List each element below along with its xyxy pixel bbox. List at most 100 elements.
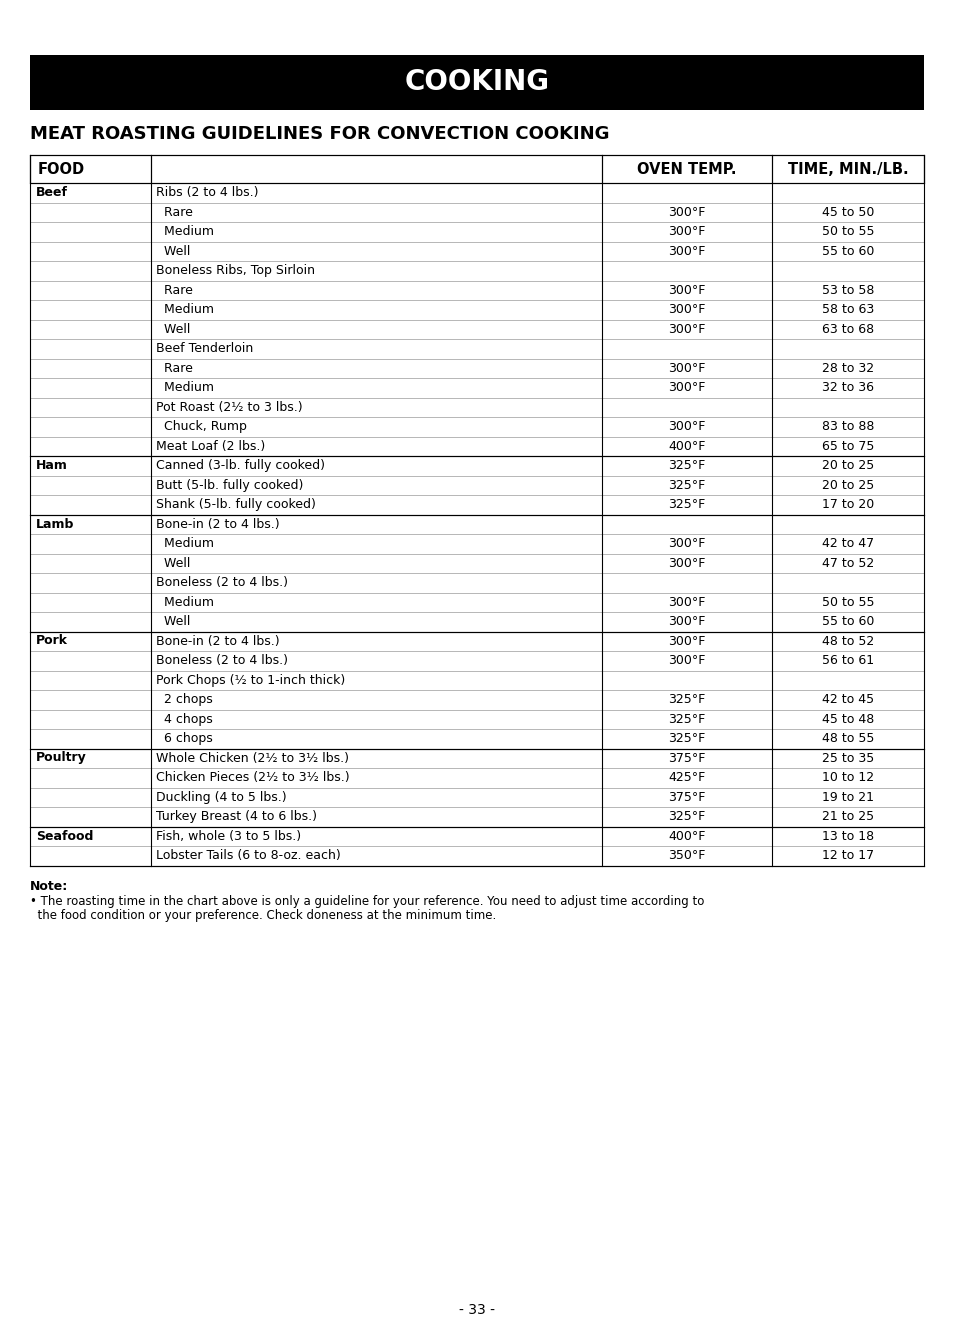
Text: 48 to 52: 48 to 52 bbox=[821, 635, 873, 648]
Text: Medium: Medium bbox=[155, 381, 213, 395]
Text: - 33 -: - 33 - bbox=[458, 1303, 495, 1317]
Text: 300°F: 300°F bbox=[668, 420, 705, 433]
Text: 375°F: 375°F bbox=[668, 752, 705, 765]
Text: 56 to 61: 56 to 61 bbox=[821, 655, 873, 667]
Text: Pork: Pork bbox=[36, 635, 68, 647]
Text: 325°F: 325°F bbox=[668, 713, 705, 726]
Text: 325°F: 325°F bbox=[668, 733, 705, 745]
Text: Fish, whole (3 to 5 lbs.): Fish, whole (3 to 5 lbs.) bbox=[155, 829, 300, 843]
Text: Boneless (2 to 4 lbs.): Boneless (2 to 4 lbs.) bbox=[155, 655, 288, 667]
Text: Well: Well bbox=[155, 244, 190, 258]
Text: 58 to 63: 58 to 63 bbox=[821, 303, 873, 317]
Text: MEAT ROASTING GUIDELINES FOR CONVECTION COOKING: MEAT ROASTING GUIDELINES FOR CONVECTION … bbox=[30, 125, 609, 144]
Text: 20 to 25: 20 to 25 bbox=[821, 479, 873, 491]
Text: Meat Loaf (2 lbs.): Meat Loaf (2 lbs.) bbox=[155, 440, 265, 452]
Text: Lamb: Lamb bbox=[36, 518, 74, 530]
Text: Pork Chops (½ to 1-inch thick): Pork Chops (½ to 1-inch thick) bbox=[155, 674, 345, 687]
Text: 55 to 60: 55 to 60 bbox=[821, 615, 873, 628]
Text: 325°F: 325°F bbox=[668, 811, 705, 823]
Text: 42 to 47: 42 to 47 bbox=[821, 537, 873, 550]
Text: Medium: Medium bbox=[155, 596, 213, 609]
Text: Well: Well bbox=[155, 322, 190, 336]
Text: Beef Tenderloin: Beef Tenderloin bbox=[155, 342, 253, 356]
Text: Chicken Pieces (2½ to 3½ lbs.): Chicken Pieces (2½ to 3½ lbs.) bbox=[155, 772, 349, 784]
Text: 48 to 55: 48 to 55 bbox=[821, 733, 873, 745]
Text: 325°F: 325°F bbox=[668, 498, 705, 511]
Text: 83 to 88: 83 to 88 bbox=[821, 420, 873, 433]
Text: 300°F: 300°F bbox=[668, 322, 705, 336]
Text: 19 to 21: 19 to 21 bbox=[821, 790, 873, 804]
Text: TIME, MIN./LB.: TIME, MIN./LB. bbox=[787, 161, 907, 177]
Text: Pot Roast (2½ to 3 lbs.): Pot Roast (2½ to 3 lbs.) bbox=[155, 401, 302, 413]
Text: Butt (5-lb. fully cooked): Butt (5-lb. fully cooked) bbox=[155, 479, 303, 491]
Text: 10 to 12: 10 to 12 bbox=[821, 772, 873, 784]
Text: OVEN TEMP.: OVEN TEMP. bbox=[637, 161, 736, 177]
Text: Whole Chicken (2½ to 3½ lbs.): Whole Chicken (2½ to 3½ lbs.) bbox=[155, 752, 349, 765]
Text: Shank (5-lb. fully cooked): Shank (5-lb. fully cooked) bbox=[155, 498, 315, 511]
Text: 300°F: 300°F bbox=[668, 596, 705, 609]
Text: Medium: Medium bbox=[155, 225, 213, 239]
Text: 55 to 60: 55 to 60 bbox=[821, 244, 873, 258]
Text: FOOD: FOOD bbox=[38, 161, 85, 177]
Text: 20 to 25: 20 to 25 bbox=[821, 459, 873, 472]
Text: 325°F: 325°F bbox=[668, 459, 705, 472]
Text: Boneless (2 to 4 lbs.): Boneless (2 to 4 lbs.) bbox=[155, 576, 288, 589]
Text: Medium: Medium bbox=[155, 537, 213, 550]
Bar bbox=[30, 154, 923, 183]
Text: 400°F: 400°F bbox=[668, 829, 705, 843]
Text: 2 chops: 2 chops bbox=[155, 694, 213, 706]
Text: 300°F: 300°F bbox=[668, 244, 705, 258]
Text: • The roasting time in the chart above is only a guideline for your reference. Y: • The roasting time in the chart above i… bbox=[30, 895, 703, 909]
Text: 300°F: 300°F bbox=[668, 557, 705, 570]
Text: 350°F: 350°F bbox=[668, 849, 705, 863]
Text: Ribs (2 to 4 lbs.): Ribs (2 to 4 lbs.) bbox=[155, 187, 258, 199]
Text: Turkey Breast (4 to 6 lbs.): Turkey Breast (4 to 6 lbs.) bbox=[155, 811, 316, 823]
Bar bbox=[30, 55, 923, 110]
Text: Well: Well bbox=[155, 557, 190, 570]
Text: COOKING: COOKING bbox=[404, 68, 549, 97]
Text: Well: Well bbox=[155, 615, 190, 628]
Text: Ham: Ham bbox=[36, 459, 68, 472]
Text: 6 chops: 6 chops bbox=[155, 733, 213, 745]
Text: 21 to 25: 21 to 25 bbox=[821, 811, 873, 823]
Text: 50 to 55: 50 to 55 bbox=[821, 225, 873, 239]
Text: 300°F: 300°F bbox=[668, 615, 705, 628]
Text: 32 to 36: 32 to 36 bbox=[821, 381, 873, 395]
Text: Rare: Rare bbox=[155, 283, 193, 297]
Text: 53 to 58: 53 to 58 bbox=[821, 283, 873, 297]
Text: the food condition or your preference. Check doneness at the minimum time.: the food condition or your preference. C… bbox=[30, 910, 496, 922]
Text: 400°F: 400°F bbox=[668, 440, 705, 452]
Text: Boneless Ribs, Top Sirloin: Boneless Ribs, Top Sirloin bbox=[155, 264, 314, 278]
Text: 325°F: 325°F bbox=[668, 694, 705, 706]
Text: Bone-in (2 to 4 lbs.): Bone-in (2 to 4 lbs.) bbox=[155, 635, 279, 648]
Text: 300°F: 300°F bbox=[668, 381, 705, 395]
Text: Lobster Tails (6 to 8-oz. each): Lobster Tails (6 to 8-oz. each) bbox=[155, 849, 340, 863]
Text: Beef: Beef bbox=[36, 187, 68, 199]
Text: 300°F: 300°F bbox=[668, 205, 705, 219]
Text: 300°F: 300°F bbox=[668, 362, 705, 374]
Text: 47 to 52: 47 to 52 bbox=[821, 557, 873, 570]
Text: Rare: Rare bbox=[155, 205, 193, 219]
Text: 45 to 50: 45 to 50 bbox=[821, 205, 873, 219]
Text: 300°F: 300°F bbox=[668, 303, 705, 317]
Text: Rare: Rare bbox=[155, 362, 193, 374]
Text: 42 to 45: 42 to 45 bbox=[821, 694, 873, 706]
Text: 325°F: 325°F bbox=[668, 479, 705, 491]
Text: Duckling (4 to 5 lbs.): Duckling (4 to 5 lbs.) bbox=[155, 790, 286, 804]
Text: 65 to 75: 65 to 75 bbox=[821, 440, 873, 452]
Text: 300°F: 300°F bbox=[668, 283, 705, 297]
Text: 28 to 32: 28 to 32 bbox=[821, 362, 873, 374]
Text: Canned (3-lb. fully cooked): Canned (3-lb. fully cooked) bbox=[155, 459, 324, 472]
Text: 300°F: 300°F bbox=[668, 537, 705, 550]
Text: 13 to 18: 13 to 18 bbox=[821, 829, 873, 843]
Text: 25 to 35: 25 to 35 bbox=[821, 752, 873, 765]
Text: 4 chops: 4 chops bbox=[155, 713, 213, 726]
Text: 17 to 20: 17 to 20 bbox=[821, 498, 873, 511]
Text: Poultry: Poultry bbox=[36, 752, 87, 765]
Text: 300°F: 300°F bbox=[668, 635, 705, 648]
Text: 300°F: 300°F bbox=[668, 655, 705, 667]
Text: 375°F: 375°F bbox=[668, 790, 705, 804]
Text: 425°F: 425°F bbox=[668, 772, 705, 784]
Text: 300°F: 300°F bbox=[668, 225, 705, 239]
Text: 63 to 68: 63 to 68 bbox=[821, 322, 873, 336]
